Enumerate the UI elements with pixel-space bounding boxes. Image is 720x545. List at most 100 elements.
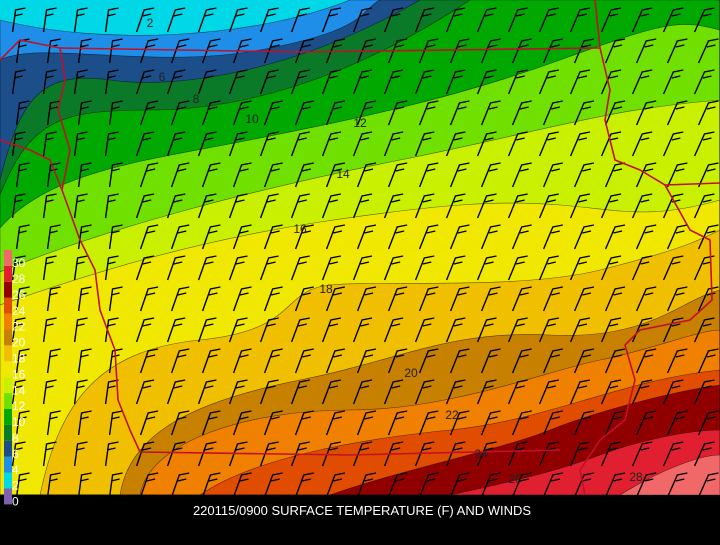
wind-barb <box>73 255 88 281</box>
wind-barb <box>414 7 435 33</box>
wind-barb <box>42 317 57 343</box>
legend-swatch <box>4 313 12 330</box>
contour-label: 16 <box>293 222 307 236</box>
legend-label: 28 <box>12 272 26 286</box>
wind-barb <box>108 224 123 250</box>
wind-barb <box>197 7 217 33</box>
contour-label: 22 <box>445 408 459 422</box>
wind-barb <box>139 348 159 374</box>
wind-barb <box>171 472 190 495</box>
wind-barb <box>511 224 532 250</box>
wind-barb <box>104 441 119 467</box>
contour-label: 14 <box>336 167 350 181</box>
legend-swatch <box>4 281 12 298</box>
wind-barb <box>321 131 342 157</box>
wind-barb <box>201 410 221 436</box>
wind-barb <box>294 162 314 188</box>
wind-barb <box>325 410 346 436</box>
wind-barb <box>201 286 221 312</box>
wind-barb <box>73 131 88 157</box>
wind-barb <box>232 286 252 312</box>
wind-barb <box>635 286 657 312</box>
wind-barb <box>631 131 653 157</box>
wind-barb <box>666 162 688 188</box>
legend-swatch <box>4 329 12 346</box>
wind-barb <box>352 131 373 157</box>
wind-barb <box>259 69 279 95</box>
wind-barb <box>507 379 528 405</box>
wind-barb <box>631 7 653 33</box>
wind-barb <box>414 379 435 405</box>
wind-barb <box>538 69 559 95</box>
wind-barb <box>46 410 61 436</box>
wind-barb <box>356 410 377 436</box>
wind-barb <box>170 162 190 188</box>
wind-barb <box>259 131 279 157</box>
wind-barb <box>449 162 470 188</box>
wind-barb <box>387 410 408 436</box>
wind-barb <box>73 69 88 95</box>
wind-barb <box>480 410 501 436</box>
wind-barb <box>263 162 283 188</box>
wind-barb <box>259 317 279 343</box>
wind-barb <box>197 193 217 219</box>
wind-barb <box>635 224 657 250</box>
wind-barb <box>600 255 622 281</box>
wind-barb <box>542 100 563 126</box>
wind-barb <box>42 131 57 157</box>
wind-barb <box>697 410 719 436</box>
contour-label: 26 <box>508 472 522 486</box>
wind-barb <box>476 193 497 219</box>
wind-barb <box>418 224 439 250</box>
wind-barb <box>445 193 466 219</box>
wind-barb <box>259 193 279 219</box>
legend-swatch <box>4 440 12 457</box>
wind-barb <box>201 38 221 64</box>
wind-barb <box>352 317 373 343</box>
wind-barb <box>387 38 408 64</box>
wind-barb <box>232 348 252 374</box>
contour-label: 20 <box>404 366 418 380</box>
wind-barb <box>569 255 591 281</box>
wind-barb <box>542 162 563 188</box>
wind-barb <box>662 131 684 157</box>
wind-barb <box>511 100 532 126</box>
wind-barb <box>139 224 159 250</box>
wind-barb <box>73 193 88 219</box>
wind-barb <box>573 348 595 374</box>
wind-barb <box>166 131 186 157</box>
legend-label: 4 <box>12 463 19 477</box>
wind-barb <box>507 193 528 219</box>
wind-barb <box>290 255 310 281</box>
wind-barb <box>202 472 221 495</box>
wind-barb <box>42 69 57 95</box>
wind-barb <box>197 317 217 343</box>
wind-barb <box>104 255 119 281</box>
wind-barb <box>135 317 155 343</box>
wind-barb <box>418 38 439 64</box>
wind-barb <box>387 286 408 312</box>
wind-barb <box>294 38 314 64</box>
state-borders <box>0 0 720 495</box>
wind-barb <box>480 224 501 250</box>
wind-barb <box>228 69 248 95</box>
wind-barb <box>383 131 404 157</box>
wind-barb <box>325 224 346 250</box>
wind-barb <box>42 379 57 405</box>
legend-swatch <box>4 250 12 266</box>
wind-barb <box>201 224 221 250</box>
contour-label: 18 <box>319 282 333 296</box>
wind-barb <box>321 255 342 281</box>
wind-barb <box>170 224 190 250</box>
wind-barb <box>445 7 466 33</box>
wind-barb <box>228 193 248 219</box>
wind-barb <box>574 472 595 495</box>
wind-barb <box>263 286 283 312</box>
wind-barb <box>46 100 61 126</box>
wind-barb <box>201 100 221 126</box>
border <box>59 47 601 53</box>
wind-barb <box>166 7 186 33</box>
wind-barb <box>511 162 532 188</box>
border <box>139 449 561 456</box>
